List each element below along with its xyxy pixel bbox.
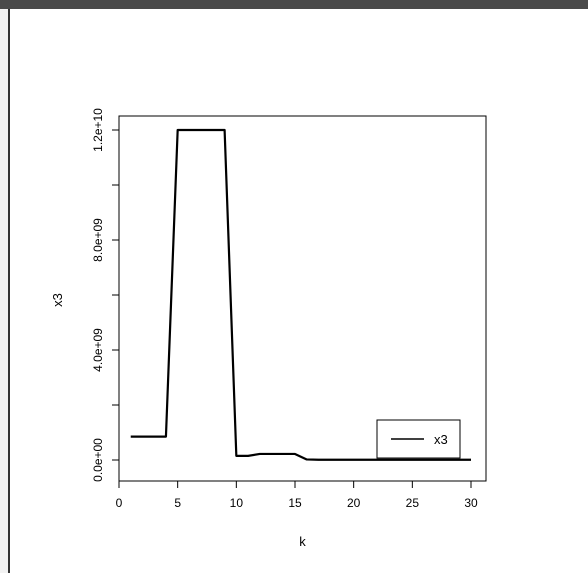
plot-area: 0 5 10 15 20 25 30 0.0e+00 4.0e+09 8.0e+09 1.2e+1… — [10, 9, 588, 573]
series-line-x3 — [130, 128, 471, 461]
left-border — [0, 9, 10, 573]
window-titlebar[interactable] — [0, 0, 588, 9]
y-axis: 0.0e+00 4.0e+09 8.0e+09 1.2e+10 — [91, 108, 120, 482]
y-tick-label: 4.0e+09 — [91, 328, 105, 372]
x-axis-label: k — [299, 534, 306, 549]
x-axis: 0 5 10 15 20 25 30 — [116, 480, 478, 510]
x-tick-label: 20 — [347, 496, 361, 510]
line-chart: 0 5 10 15 20 25 30 0.0e+00 4.0e+09 8.0e+09 1.2e+1… — [50, 108, 487, 549]
x-tick-label: 15 — [288, 496, 302, 510]
legend: x3 — [376, 419, 461, 459]
series-group — [130, 128, 471, 461]
x-tick-label: 25 — [406, 496, 420, 510]
y-tick-label: 1.2e+10 — [91, 108, 105, 152]
y-tick-label: 8.0e+09 — [91, 218, 105, 262]
y-axis-label: x3 — [50, 293, 65, 307]
x-tick-label: 30 — [464, 496, 478, 510]
y-tick-label: 0.0e+00 — [91, 438, 105, 482]
x-tick-label: 10 — [230, 496, 244, 510]
legend-label: x3 — [434, 432, 448, 447]
x-tick-label: 0 — [116, 496, 123, 510]
x-tick-label: 5 — [174, 496, 181, 510]
